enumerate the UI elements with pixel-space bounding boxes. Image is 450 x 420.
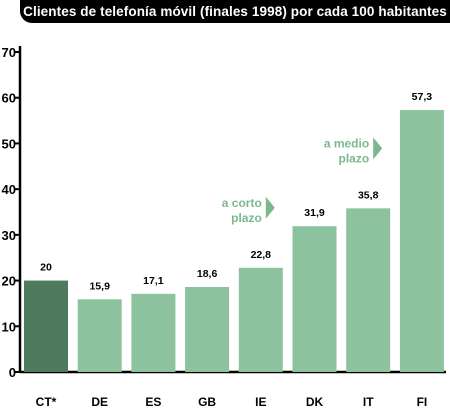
x-tick-label: IE [255, 395, 266, 409]
x-tick-label: IT [363, 395, 374, 409]
bars [24, 110, 444, 373]
value-label: 20 [40, 262, 52, 274]
bar-dk [292, 226, 337, 372]
value-label: 17,1 [143, 275, 164, 287]
value-label: 15,9 [89, 280, 110, 292]
chart-title-bar: Clientes de telefonía móvil (finales 199… [20, 0, 450, 23]
bar-it [346, 208, 391, 372]
value-label: 57,3 [412, 91, 433, 103]
chart-title: Clientes de telefonía móvil (finales 199… [23, 4, 447, 19]
x-tick-label: DE [91, 395, 108, 409]
x-tick-label: ES [145, 395, 161, 409]
y-tick-label: 40 [2, 182, 16, 197]
y-tick-label: 20 [2, 274, 16, 289]
y-tick-label: 50 [2, 136, 16, 151]
y-tick-label: 0 [9, 365, 16, 380]
annotation-text: plazo [339, 151, 370, 165]
x-tick-label: GB [198, 395, 216, 409]
annotation-text: plazo [231, 211, 262, 225]
value-label: 31,9 [304, 207, 325, 219]
x-axis-labels: CT* DE ES GB IE DK IT FI [36, 395, 428, 409]
bar-ct [24, 280, 68, 372]
bar-es [131, 293, 176, 372]
value-labels: 20 15,9 17,1 18,6 22,8 31,9 35,8 57,3 [40, 91, 432, 292]
annotation-arrow-icon [373, 137, 383, 160]
bar-fi [399, 110, 444, 373]
x-tick-label: DK [306, 395, 324, 409]
x-tick-label: FI [417, 395, 428, 409]
annotation-text: a corto [222, 196, 262, 210]
value-label: 35,8 [358, 189, 379, 201]
bar-de [77, 299, 122, 372]
annotation-text: a medio [324, 136, 369, 150]
y-tick-label: 60 [2, 91, 16, 106]
bar-ie [238, 267, 283, 372]
value-label: 18,6 [197, 268, 218, 280]
value-label: 22,8 [251, 249, 272, 261]
y-tick-label: 30 [2, 228, 16, 243]
x-tick-label: CT* [36, 395, 57, 409]
bar-gb [185, 286, 230, 372]
y-tick-label: 10 [2, 319, 16, 334]
annotation-arrow-icon [265, 196, 275, 219]
y-tick-label: 70 [2, 45, 16, 60]
